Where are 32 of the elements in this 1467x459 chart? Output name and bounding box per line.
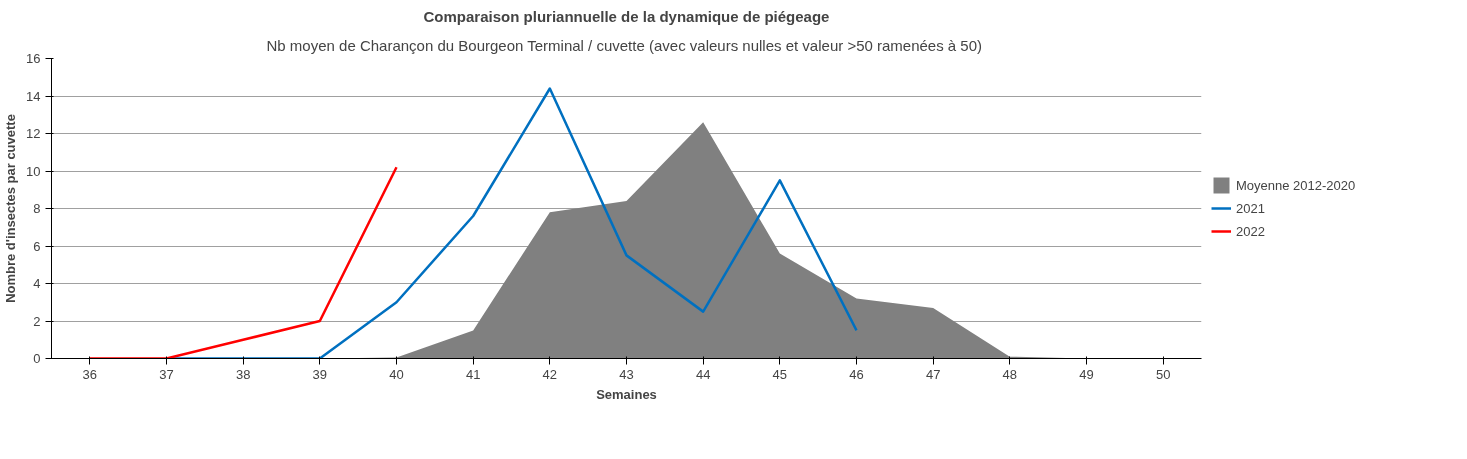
y-tick-label: 16 — [26, 51, 41, 66]
x-tick-label: 43 — [619, 366, 634, 382]
chart-title: Comparaison pluriannuelle de la dynamique de piégeage — [423, 7, 830, 25]
x-tick-label: 50 — [1155, 366, 1171, 382]
legend-label: Moyenne 2012-2020 — [1236, 177, 1356, 193]
y-axis-title: Nombre d'insectes par cuvette — [3, 114, 19, 303]
x-tick-label: 48 — [1002, 366, 1018, 382]
x-tick-label: 46 — [849, 366, 864, 382]
line-series — [88, 166, 398, 359]
x-tick-label: 47 — [925, 366, 941, 382]
x-tick-label: 41 — [465, 366, 481, 382]
legend-label: 2022 — [1236, 223, 1265, 239]
y-tick-label: 0 — [33, 351, 41, 366]
x-tick-label: 49 — [1079, 366, 1094, 382]
y-tick-label: 4 — [33, 276, 41, 291]
x-tick-label: 37 — [159, 366, 174, 382]
y-tick-label: 2 — [33, 313, 41, 329]
x-tick-label: 42 — [542, 366, 558, 382]
y-tick-label: 6 — [33, 238, 41, 254]
x-tick-label: 39 — [312, 366, 328, 382]
x-tick-label: 44 — [695, 366, 711, 382]
x-tick-label: 36 — [82, 366, 98, 382]
y-tick-label: 10 — [26, 163, 41, 179]
x-tick-label: 40 — [389, 366, 404, 382]
x-tick-label: 45 — [772, 366, 788, 382]
x-axis-title: Semaines — [596, 386, 657, 402]
legend-label: 2021 — [1236, 200, 1265, 216]
y-tick-label: 12 — [26, 126, 41, 141]
y-tick-label: 14 — [26, 88, 41, 104]
y-tick-label: 8 — [33, 201, 41, 216]
x-tick-label: 38 — [235, 366, 251, 382]
chart-subtitle: Nb moyen de Charançon du Bourgeon Terminal / cuvette (avec valeurs nulles et valeur >50 ramenées à 50) — [266, 36, 983, 54]
